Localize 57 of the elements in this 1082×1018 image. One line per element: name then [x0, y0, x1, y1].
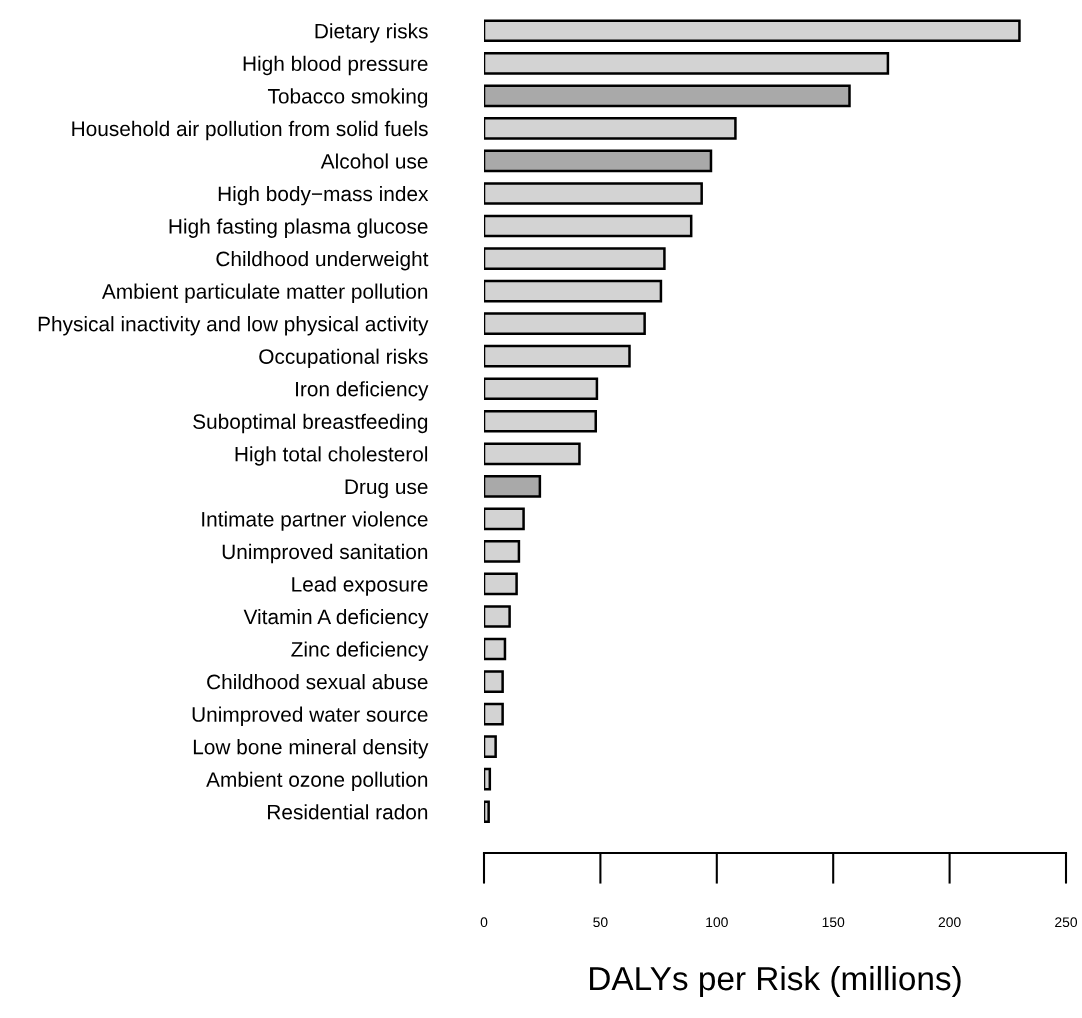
x-tick-label: 200 [938, 917, 961, 928]
y-tick-label: Lead exposure [292, 576, 428, 596]
y-tick-label: Tobacco smoking [267, 88, 428, 108]
y-tick-label: Alcohol use [320, 153, 428, 169]
bar [484, 605, 511, 628]
x-tick-label: 250 [1055, 917, 1078, 928]
y-tick-label: Ambient ozone pollution [206, 771, 428, 792]
bar [484, 149, 713, 173]
bar [484, 377, 599, 401]
bar [484, 767, 492, 791]
bar [484, 279, 663, 303]
x-tick-label: 100 [706, 917, 728, 928]
y-tick-label: Unimproved water source [192, 706, 428, 726]
y-tick-label: High body−mass index [218, 185, 429, 206]
x-tick-label: 0 [480, 917, 488, 928]
y-tick-label: Ambient particulate matter pollution [101, 283, 428, 303]
bar [484, 312, 646, 335]
y-tick-label: Physical inactivity and low physical activity [38, 316, 429, 336]
y-tick-label: Dietary risks [315, 23, 428, 43]
y-tick-label: Childhood sexual abuse [207, 674, 428, 690]
x-axis-title: DALYs per Risk (millions) [590, 965, 961, 998]
bar [484, 735, 497, 758]
bar [484, 572, 518, 596]
y-tick-label: Zinc deficiency [291, 641, 429, 661]
y-tick-label: Childhood underweight [216, 251, 429, 271]
bar [484, 507, 525, 531]
bar [484, 344, 631, 368]
x-tick-label: 150 [822, 917, 845, 928]
y-tick-label: Iron deficiency [296, 381, 429, 401]
bar [484, 442, 581, 466]
y-tick-label: Low bone mineral density [193, 739, 429, 759]
bar [484, 214, 693, 238]
bar [484, 182, 703, 205]
bar [484, 670, 504, 693]
y-tick-label: High blood pressure [243, 55, 428, 76]
bar [484, 637, 507, 661]
bar [484, 409, 597, 433]
bar [484, 702, 504, 726]
y-tick-label: Drug use [345, 479, 428, 499]
bar [484, 800, 490, 824]
bar [484, 475, 542, 498]
bar [484, 51, 890, 75]
y-tick-label: Intimate partner violence [202, 511, 428, 531]
y-tick-label: Occupational risks [259, 348, 428, 369]
y-tick-label: Suboptimal breastfeeding [193, 413, 428, 434]
y-tick-label: Residential radon [268, 804, 428, 820]
bar [484, 540, 521, 563]
bar [484, 19, 1021, 43]
bar [484, 117, 737, 140]
y-tick-label: Vitamin A deficiency [243, 608, 429, 629]
y-tick-label: Household air pollution from solid fuels [72, 120, 428, 141]
y-tick-label: High fasting plasma glucose [169, 218, 428, 238]
y-tick-label: High total cholesterol [235, 446, 428, 466]
x-tick-label: 50 [593, 917, 608, 928]
bar [484, 247, 666, 270]
bar [484, 84, 851, 108]
y-tick-label: Unimproved sanitation [222, 543, 428, 564]
